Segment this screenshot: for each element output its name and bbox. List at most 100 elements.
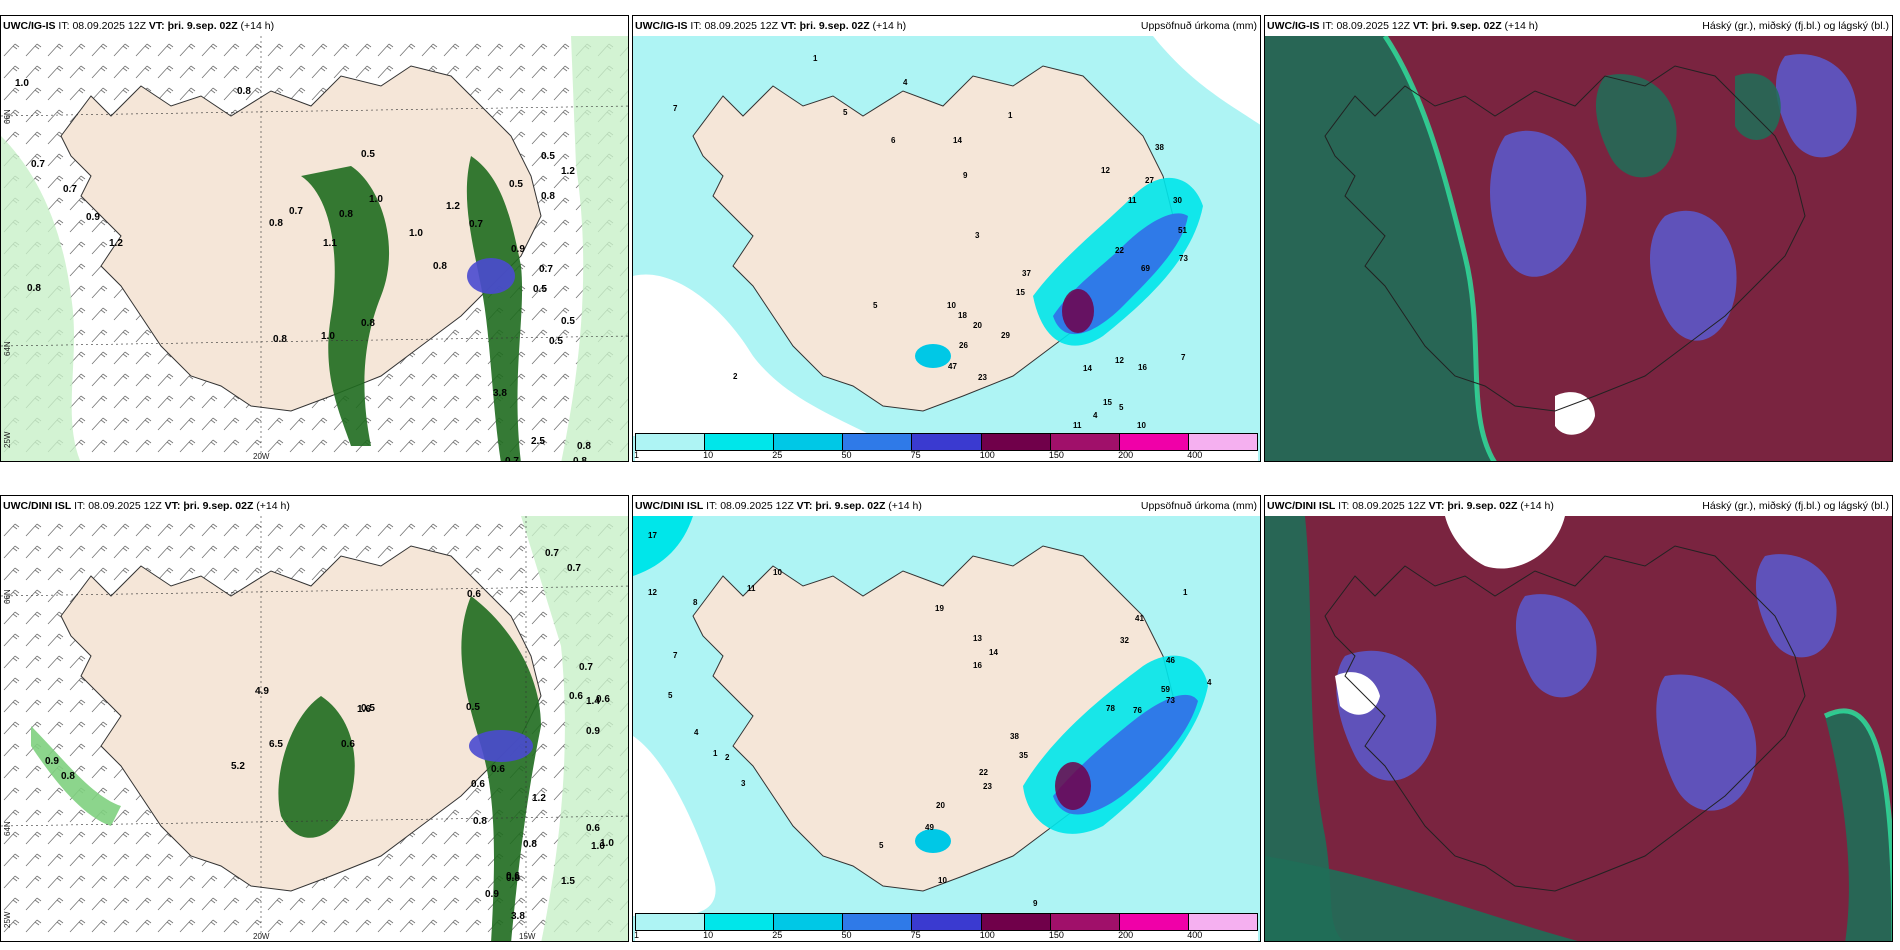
wind-value-label: 0.8: [269, 218, 283, 229]
colorbar-label: 25: [772, 450, 783, 460]
init-time: 08.09.2025 12Z: [720, 500, 794, 512]
precip-value-label: 29: [1001, 331, 1010, 340]
wind-value-label: 5.2: [231, 761, 245, 772]
wind-value-label: 0.5: [361, 149, 375, 160]
wind-value-label: 3.8: [493, 388, 507, 399]
colorbar-seg: [1050, 914, 1120, 930]
precip-panel-dini: UWC/DINI ISL IT: 08.09.2025 12Z VT: þri.…: [632, 495, 1261, 942]
low-cloud-west: [1265, 516, 1344, 941]
wind-value-label: 0.6: [506, 871, 520, 882]
wind-value-label: 0.6: [471, 779, 485, 790]
wind-value-label: 4.9: [255, 686, 269, 697]
wind-shade-east: [521, 516, 628, 941]
wind-value-label: 0.9: [586, 726, 600, 737]
wind-value-label: 0.8: [573, 456, 587, 462]
wind-panel-igis: UWC/IG-IS IT: 08.09.2025 12Z VT: þri. 9.…: [0, 15, 629, 462]
init-time: 08.09.2025 12Z: [88, 500, 162, 512]
precip-value-label: 11: [1128, 196, 1137, 205]
colorbar-label: 200: [1118, 450, 1134, 460]
product-title: Háský (gr.), miðský (fj.bl.) og lágský (…: [1702, 500, 1889, 512]
wind-shade-east: [561, 36, 628, 461]
precip-value-label: 12: [648, 588, 657, 597]
colorbar-seg: [1119, 914, 1189, 930]
mid-cloud-patch: [1755, 554, 1837, 658]
colorbar-label: 1: [634, 930, 640, 940]
wind-value-label: 0.8: [237, 86, 251, 97]
lat-label-top: 66N: [3, 589, 12, 604]
valid-time: þri. 9.sep. 02Z: [1447, 500, 1518, 512]
lead-time: (+14 h): [872, 20, 907, 32]
colorbar-label: 10: [703, 450, 714, 460]
precip-value-label: 38: [1155, 143, 1164, 152]
precip-value-label: 11: [747, 584, 756, 593]
colorbar-seg: [774, 434, 844, 450]
wind-value-label: 0.7: [539, 264, 553, 275]
wind-value-label: 0.7: [31, 159, 45, 170]
panel-header: UWC/IG-IS IT: 08.09.2025 12Z VT: þri. 9.…: [633, 16, 1260, 36]
wind-value-label: 0.6: [569, 691, 583, 702]
precip-value-label: 12: [1115, 356, 1124, 365]
precip-value-label: 12: [1101, 166, 1110, 175]
wind-value-label: 0.5: [509, 179, 523, 190]
colorbar-label: 150: [1048, 930, 1064, 940]
wind-value-label: 1.2: [446, 201, 460, 212]
precip-value-label: 9: [1033, 899, 1038, 908]
wind-value-label: 0.7: [505, 456, 519, 462]
precip-value-label: 2: [725, 753, 730, 762]
precip-value-label: 3: [741, 779, 746, 788]
wind-value-label: 0.8: [361, 318, 375, 329]
wind-value-label: 0.5: [549, 336, 563, 347]
precip-value-label: 22: [979, 768, 988, 777]
wind-value-label: 1.5: [561, 876, 575, 887]
precip-value-label: 1: [1008, 111, 1013, 120]
wind-value-label: 0.5: [541, 151, 555, 162]
model-name: UWC/IG-IS: [1267, 20, 1320, 32]
vt-label: VT:: [796, 500, 813, 512]
lon-label-mid: 20W: [253, 932, 270, 941]
mid-cloud-patch: [1656, 674, 1757, 811]
model-name: UWC/DINI ISL: [635, 500, 704, 512]
colorbar-label: 75: [910, 930, 921, 940]
colorbar-seg: [843, 914, 913, 930]
precip-value-label: 46: [1166, 656, 1175, 665]
clear-patch: [1335, 672, 1380, 715]
colorbar-seg: [1188, 914, 1257, 930]
precip-value-label: 22: [1115, 246, 1124, 255]
colorbar-label: 400: [1187, 930, 1203, 940]
wind-value-label: 0.8: [523, 839, 537, 850]
precip-value-label: 35: [1019, 751, 1028, 760]
wind-value-label: 0.9: [86, 212, 100, 223]
lead-time: (+14 h): [1520, 500, 1554, 512]
valid-time: þri. 9.sep. 02Z: [799, 20, 870, 32]
wind-value-label: 0.7: [545, 548, 559, 559]
wind-value-label: 0.5: [361, 703, 375, 714]
precip-value-label: 17: [648, 531, 657, 540]
precip-value-label: 15: [1103, 398, 1112, 407]
colorbar-seg: [636, 914, 706, 930]
precip-value-label: 73: [1179, 254, 1188, 263]
panel-header: UWC/DINI ISL IT: 08.09.2025 12Z VT: þri.…: [1265, 496, 1892, 516]
precip-value-label: 5: [873, 301, 878, 310]
wind-value-label: 1.2: [561, 166, 575, 177]
colorbar-label: 10: [703, 930, 714, 940]
vt-label: VT:: [148, 20, 165, 32]
wind-value-label: 3.8: [511, 911, 525, 922]
precip-dry-w: [633, 736, 716, 916]
wind-value-label: 0.9: [511, 244, 525, 255]
colorbar-label: 50: [841, 450, 852, 460]
colorbar-seg: [705, 914, 775, 930]
precip-value-label: 41: [1135, 614, 1144, 623]
low-cloud-patch: [1595, 74, 1677, 178]
wind-max: [469, 730, 533, 762]
precip-value-label: 73: [1166, 696, 1175, 705]
colorbar-seg: [981, 434, 1051, 450]
wind-value-label: 0.6: [467, 589, 481, 600]
product-title: Háský (gr.), miðský (fj.bl.) og lágský (…: [1702, 20, 1889, 32]
precip-value-label: 5: [1119, 403, 1124, 412]
precip-value-label: 5: [879, 841, 884, 850]
wind-value-label: 0.8: [473, 816, 487, 827]
wind-shade-east-core: [466, 156, 523, 461]
precip-value-label: 76: [1133, 706, 1142, 715]
precip-value-label: 69: [1141, 264, 1150, 273]
precip-value-label: 7: [673, 651, 678, 660]
